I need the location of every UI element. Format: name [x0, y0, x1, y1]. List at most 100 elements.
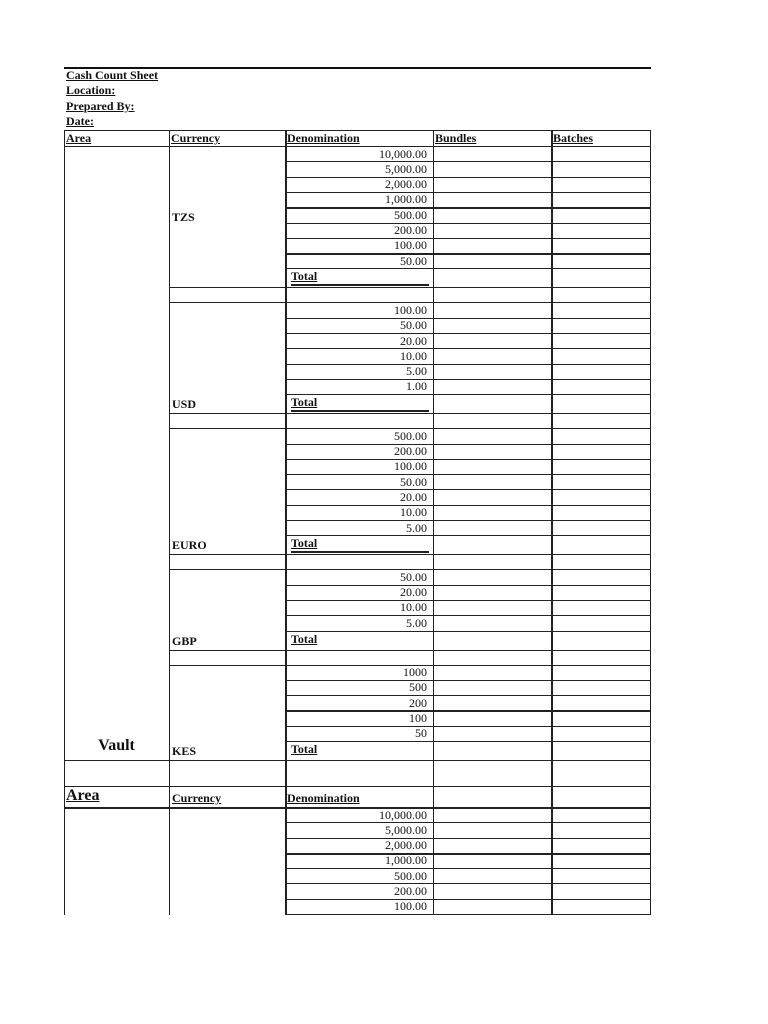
batches-input[interactable]	[553, 146, 650, 161]
bundles-input[interactable]	[434, 333, 551, 348]
batches-input[interactable]	[553, 899, 650, 914]
denomination-value: 100	[409, 710, 427, 725]
row-divider	[285, 444, 651, 445]
batches-input[interactable]	[553, 379, 650, 394]
bundles-input[interactable]	[434, 161, 551, 176]
row-divider	[169, 287, 651, 288]
bundles-input[interactable]	[434, 853, 551, 868]
bundles-input[interactable]	[434, 253, 551, 268]
batches-input[interactable]	[553, 161, 650, 176]
batches-input[interactable]	[553, 695, 650, 710]
batches-input[interactable]	[553, 838, 650, 853]
denomination-value: 2,000.00	[385, 838, 427, 853]
bundles-input[interactable]	[434, 459, 551, 474]
batches-input[interactable]	[553, 585, 650, 600]
batches-input[interactable]	[553, 223, 650, 238]
batches-input[interactable]	[553, 807, 650, 822]
bundles-input[interactable]	[434, 379, 551, 394]
batches-input[interactable]	[553, 207, 650, 222]
batches-input[interactable]	[553, 884, 650, 899]
batches-input[interactable]	[553, 318, 650, 333]
bundles-input[interactable]	[434, 600, 551, 615]
batches-input[interactable]	[553, 428, 650, 443]
row-divider	[285, 177, 651, 178]
batches-input[interactable]	[553, 459, 650, 474]
bundles-input[interactable]	[434, 615, 551, 630]
batches-input[interactable]	[553, 600, 650, 615]
bundles-input[interactable]	[434, 177, 551, 192]
bundles-input[interactable]	[434, 710, 551, 725]
row-divider	[285, 459, 651, 460]
bundles-input[interactable]	[434, 899, 551, 914]
bundles-input[interactable]	[434, 726, 551, 741]
denomination-value: 10,000.00	[379, 146, 427, 161]
area-header-2: Area	[66, 787, 100, 804]
currency-label-tzs: TZS	[172, 210, 195, 225]
batches-input[interactable]	[553, 192, 650, 207]
bundles-input[interactable]	[434, 868, 551, 883]
row-divider	[64, 130, 651, 131]
batches-input[interactable]	[553, 710, 650, 725]
bundles-input[interactable]	[434, 695, 551, 710]
row-divider	[285, 838, 651, 839]
batches-input[interactable]	[553, 238, 650, 253]
bundles-input[interactable]	[434, 302, 551, 317]
batches-input[interactable]	[553, 348, 650, 363]
bundles-input[interactable]	[434, 807, 551, 822]
bundles-input[interactable]	[434, 192, 551, 207]
batches-input[interactable]	[553, 444, 650, 459]
bundles-input[interactable]	[434, 444, 551, 459]
denomination-value: 20.00	[400, 333, 427, 348]
bundles-input[interactable]	[434, 207, 551, 222]
batches-input[interactable]	[553, 302, 650, 317]
column-divider	[650, 130, 651, 915]
denomination-value: 200	[409, 695, 427, 710]
batches-input[interactable]	[553, 726, 650, 741]
row-divider	[169, 665, 651, 666]
bundles-input[interactable]	[434, 665, 551, 680]
bundles-input[interactable]	[434, 348, 551, 363]
bundles-input[interactable]	[434, 364, 551, 379]
batches-input[interactable]	[553, 505, 650, 520]
batches-input[interactable]	[553, 253, 650, 268]
bundles-input[interactable]	[434, 238, 551, 253]
bundles-input[interactable]	[434, 520, 551, 535]
batches-input[interactable]	[553, 489, 650, 504]
bundles-input[interactable]	[434, 569, 551, 584]
bundles-input[interactable]	[434, 474, 551, 489]
batches-input[interactable]	[553, 520, 650, 535]
denomination-value: 500.00	[394, 428, 427, 443]
row-divider	[285, 914, 651, 915]
bundles-input[interactable]	[434, 428, 551, 443]
bundles-input[interactable]	[434, 318, 551, 333]
batches-input[interactable]	[553, 474, 650, 489]
batches-input[interactable]	[553, 665, 650, 680]
bundles-input[interactable]	[434, 822, 551, 837]
row-divider	[285, 868, 651, 869]
batches-input[interactable]	[553, 177, 650, 192]
bundles-input[interactable]	[434, 146, 551, 161]
denomination-value: 50.00	[400, 318, 427, 333]
batches-input[interactable]	[553, 364, 650, 379]
bundles-input[interactable]	[434, 223, 551, 238]
batches-input[interactable]	[553, 615, 650, 630]
batches-input[interactable]	[553, 680, 650, 695]
column-divider	[551, 130, 553, 915]
bundles-input[interactable]	[434, 884, 551, 899]
batches-input[interactable]	[553, 333, 650, 348]
bundles-input[interactable]	[434, 585, 551, 600]
bundles-input[interactable]	[434, 489, 551, 504]
batches-input[interactable]	[553, 868, 650, 883]
bundles-input[interactable]	[434, 505, 551, 520]
batches-input[interactable]	[553, 822, 650, 837]
denomination-value: 5,000.00	[385, 822, 427, 837]
bundles-input[interactable]	[434, 838, 551, 853]
row-divider	[285, 364, 651, 365]
batches-input[interactable]	[553, 853, 650, 868]
bundles-input[interactable]	[434, 680, 551, 695]
batches-input[interactable]	[553, 569, 650, 584]
column-divider	[285, 130, 287, 915]
row-divider	[285, 631, 651, 632]
denomination-value: 200.00	[394, 444, 427, 458]
denomination-value: 100.00	[394, 899, 427, 914]
